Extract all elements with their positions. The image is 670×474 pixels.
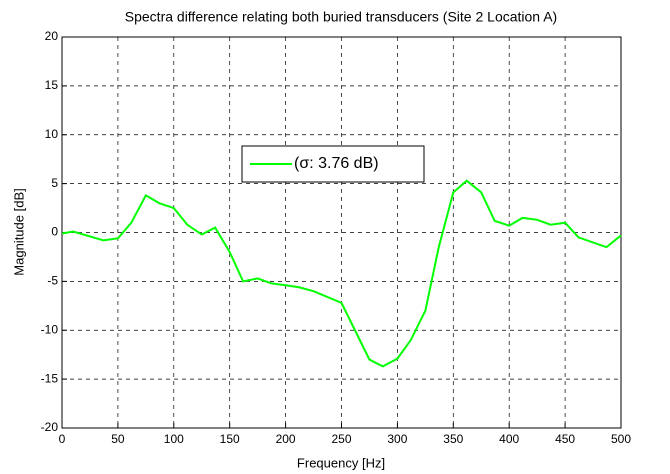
y-tick-label: -15 — [41, 371, 59, 385]
y-tick-label: 5 — [51, 176, 58, 190]
y-tick-label: 0 — [51, 225, 58, 239]
y-tick-label: -5 — [47, 274, 58, 288]
legend-label: (σ: 3.76 dB) — [294, 155, 379, 172]
x-tick-label: 0 — [59, 432, 66, 446]
y-tick-label: -20 — [41, 420, 59, 434]
x-axis-label: Frequency [Hz] — [297, 455, 385, 470]
x-tick-label: 350 — [443, 432, 463, 446]
x-tick-label: 250 — [331, 432, 351, 446]
y-axis-label: Magnitude [dB] — [11, 188, 26, 275]
x-tick-label: 150 — [220, 432, 240, 446]
x-tick-label: 100 — [164, 432, 184, 446]
x-tick-label: 200 — [276, 432, 296, 446]
chart-title: Spectra difference relating both buried … — [125, 9, 557, 25]
x-tick-label: 50 — [111, 432, 125, 446]
x-tick-label: 400 — [499, 432, 519, 446]
x-tick-label: 500 — [611, 432, 631, 446]
y-tick-label: 15 — [45, 78, 59, 92]
y-tick-label: 20 — [45, 29, 59, 43]
y-tick-label: 10 — [45, 127, 59, 141]
data-line — [61, 179, 622, 368]
x-tick-label: 300 — [387, 432, 407, 446]
x-tick-label: 450 — [555, 432, 575, 446]
y-tick-label: -10 — [41, 322, 59, 336]
